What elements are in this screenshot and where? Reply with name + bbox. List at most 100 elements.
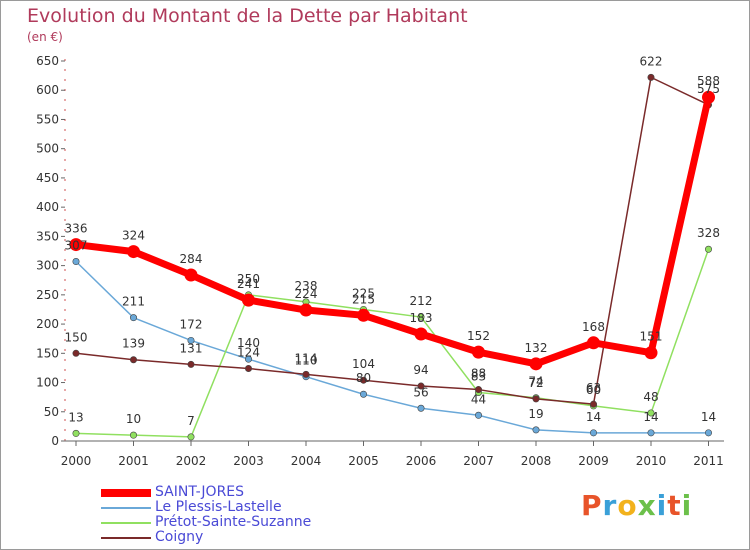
x-tick-label: 2003 [233,454,264,468]
logo-letter: x [637,489,657,522]
data-point-le-plessis-lastelle [647,429,655,437]
data-label-pr-tot-sainte-suzanne: 60 [586,383,601,397]
data-label-coigny: 88 [471,367,486,381]
series-line-pr-tot-sainte-suzanne [75,248,710,438]
legend-label: Prétot-Sainte-Suzanne [155,514,312,530]
x-tick-label: 2005 [348,454,379,468]
data-label-pr-tot-sainte-suzanne: 328 [697,226,720,240]
data-label-saint-jores: 215 [352,292,375,306]
y-tick-label: 450 [36,171,59,185]
data-label-coigny: 114 [295,351,318,365]
data-point-coigny [532,395,540,403]
data-label-le-plessis-lastelle: 307 [65,239,88,253]
legend-item-pr-tot-sainte-suzanne: Prétot-Sainte-Suzanne [101,515,311,530]
data-label-le-plessis-lastelle: 211 [122,295,145,309]
chart-subtitle: (en €) [27,30,63,44]
y-tick-label: 200 [36,317,59,331]
data-label-saint-jores: 588 [697,74,720,88]
data-label-coigny: 139 [122,337,145,351]
series-coigny [72,73,712,408]
data-label-saint-jores: 132 [525,341,548,355]
data-point-saint-jores [472,345,485,359]
data-label-coigny: 131 [180,341,203,355]
data-point-saint-jores [414,327,428,341]
data-label-pr-tot-sainte-suzanne: 225 [352,286,375,300]
legend-label: SAINT-JORES [155,484,245,500]
data-point-saint-jores [69,238,83,252]
data-label-coigny: 72 [528,376,543,390]
series-layer [69,73,715,441]
data-label-pr-tot-sainte-suzanne: 83 [471,369,486,383]
data-point-saint-jores [299,303,313,317]
data-point-le-plessis-lastelle [532,426,540,434]
data-point-le-plessis-lastelle [589,429,597,437]
data-point-saint-jores [529,357,543,371]
logo-letter: i [681,489,693,522]
legend-item-le-plessis-lastelle: Le Plessis-Lastelle [101,500,311,515]
logo-letter: i [656,489,668,522]
legend-item-saint-jores: SAINT-JORES [101,485,311,500]
data-label-pr-tot-sainte-suzanne: 13 [68,410,83,424]
data-label-coigny: 63 [586,381,601,395]
data-point-saint-jores [644,346,658,360]
data-label-saint-jores: 168 [582,320,605,334]
data-label-saint-jores: 151 [640,330,663,344]
y-tick-label: 550 [36,112,59,126]
data-point-le-plessis-lastelle [417,404,425,412]
data-point-coigny [589,400,597,408]
data-point-pr-tot-sainte-suzanne [130,431,138,439]
data-label-pr-tot-sainte-suzanne: 212 [410,294,433,308]
data-point-saint-jores [127,245,140,259]
y-tick-label: 650 [36,54,59,68]
data-label-coigny: 575 [697,82,720,96]
data-point-coigny [187,360,195,368]
data-point-le-plessis-lastelle [245,355,253,363]
series-line-coigny [75,76,709,405]
data-point-saint-jores [587,336,600,350]
legend-swatch [101,536,151,539]
data-label-le-plessis-lastelle: 14 [701,410,716,424]
data-label-coigny: 622 [640,54,663,68]
data-point-saint-jores [184,268,198,282]
data-label-le-plessis-lastelle: 80 [356,371,371,385]
data-point-coigny [647,73,655,81]
data-point-saint-jores [242,293,255,307]
y-tick-label: 0 [51,434,59,448]
data-label-coigny: 94 [413,363,428,377]
logo-letter: P [581,489,603,522]
data-label-pr-tot-sainte-suzanne: 250 [237,272,260,286]
data-label-pr-tot-sainte-suzanne: 10 [126,412,141,426]
y-tick-label: 600 [36,83,59,97]
x-tick-label: 2001 [118,454,149,468]
legend-label: Coigny [155,529,204,545]
data-label-le-plessis-lastelle: 19 [528,407,543,421]
y-tick-label: 300 [36,259,59,273]
series-line-le-plessis-lastelle [75,260,709,434]
y-tick-label: 500 [36,142,59,156]
data-point-coigny [474,386,482,394]
data-label-saint-jores: 284 [180,252,203,266]
data-point-coigny [130,356,138,364]
data-point-saint-jores [357,308,370,322]
data-point-coigny [302,370,310,378]
data-point-le-plessis-lastelle [474,411,482,419]
data-label-le-plessis-lastelle: 14 [586,410,601,424]
data-label-pr-tot-sainte-suzanne: 74 [528,375,543,389]
data-label-le-plessis-lastelle: 56 [413,385,428,399]
x-tick-label: 2010 [636,454,667,468]
x-tick-label: 2009 [578,454,609,468]
data-label-pr-tot-sainte-suzanne: 7 [187,414,195,428]
x-tick-label: 2006 [406,454,437,468]
series-line-saint-jores [75,96,712,368]
data-point-coigny [245,365,253,373]
y-tick-label: 250 [36,288,59,302]
data-label-saint-jores: 183 [410,311,433,325]
data-point-le-plessis-lastelle [704,429,712,437]
x-tick-label: 2002 [176,454,207,468]
data-label-le-plessis-lastelle: 14 [643,410,658,424]
logo-letter: o [617,489,638,522]
data-point-pr-tot-sainte-suzanne [704,245,712,253]
data-point-pr-tot-sainte-suzanne [72,429,80,437]
data-label-le-plessis-lastelle: 110 [295,354,318,368]
